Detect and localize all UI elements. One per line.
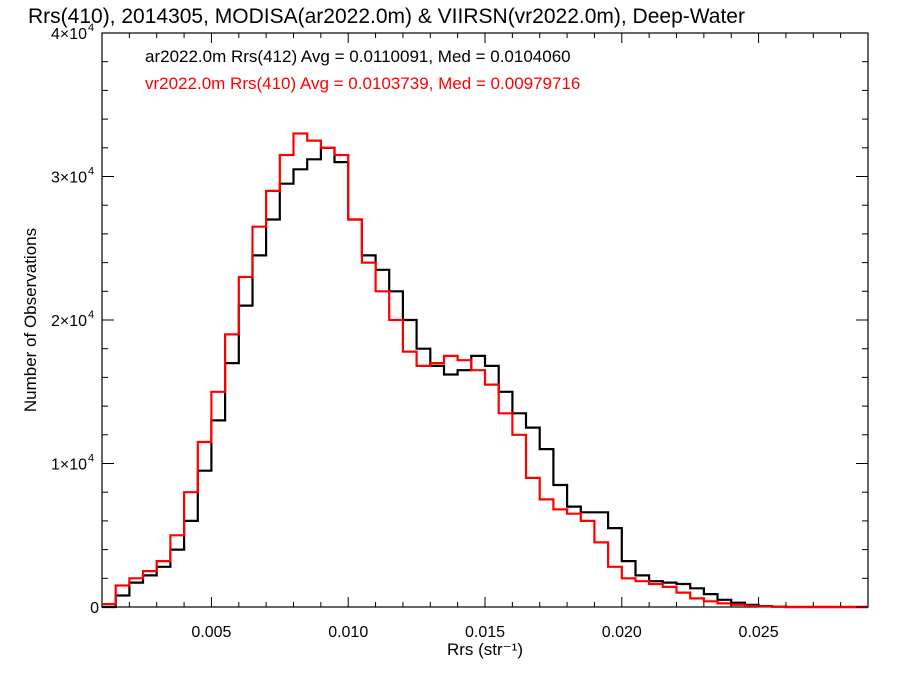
legend-entry: vr2022.0m Rrs(410) Avg = 0.0103739, Med … bbox=[145, 74, 580, 93]
y-tick-label-base: 3×10 bbox=[51, 170, 87, 187]
x-tick-label: 0.020 bbox=[602, 624, 642, 641]
y-tick-label: 0 bbox=[90, 600, 99, 617]
legend-entry: ar2022.0m Rrs(412) Avg = 0.0110091, Med … bbox=[145, 47, 571, 66]
y-tick-label: 4×10 bbox=[51, 26, 87, 43]
series-line-modisa bbox=[102, 146, 868, 609]
y-tick-label: 3×10 bbox=[51, 170, 87, 187]
y-tick-label-base: 0 bbox=[90, 600, 99, 617]
y-tick-label-base: 2×10 bbox=[51, 313, 87, 330]
plot-border bbox=[101, 32, 869, 608]
y-tick-exponent: 4 bbox=[88, 453, 94, 465]
x-axis: 0.005 0.010 0.015 0.020 0.025 bbox=[128, 33, 842, 641]
series-layer bbox=[102, 132, 868, 609]
series-line-viirsn bbox=[102, 132, 868, 609]
x-tick-label: 0.015 bbox=[465, 624, 505, 641]
x-tick-label: 0.005 bbox=[191, 624, 231, 641]
y-axis-label: Number of Observations bbox=[21, 228, 40, 412]
y-tick-exponent: 4 bbox=[88, 22, 94, 34]
y-tick-exponent: 4 bbox=[88, 309, 94, 321]
chart-title: Rrs(410), 2014305, MODISA(ar2022.0m) & V… bbox=[28, 5, 745, 28]
plot-area bbox=[101, 32, 869, 608]
y-tick-label-base: 1×10 bbox=[51, 457, 87, 474]
y-axis: 01×10 42×10 43×10 44×10 4 bbox=[51, 22, 868, 617]
y-tick-label-base: 4×10 bbox=[51, 26, 87, 43]
y-tick-exponent: 4 bbox=[88, 166, 94, 178]
y-tick-label: 1×10 bbox=[51, 457, 87, 474]
y-tick-label: 2×10 bbox=[51, 313, 87, 330]
legend: ar2022.0m Rrs(412) Avg = 0.0110091, Med … bbox=[145, 47, 580, 93]
x-axis-label: Rrs (str⁻¹) bbox=[447, 640, 523, 659]
x-tick-label: 0.010 bbox=[328, 624, 368, 641]
x-tick-label: 0.025 bbox=[739, 624, 779, 641]
